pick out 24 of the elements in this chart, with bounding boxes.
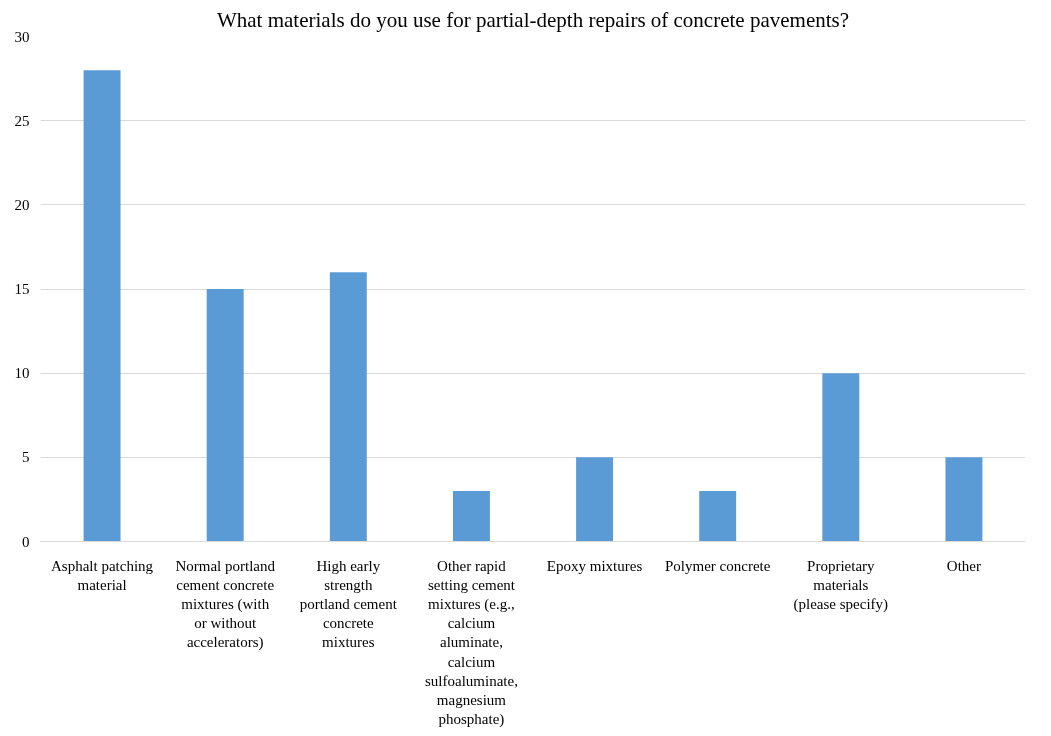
bar xyxy=(945,457,983,542)
bar xyxy=(329,272,367,542)
y-tick-label: 10 xyxy=(14,365,30,382)
x-tick-label: Asphalt patching material xyxy=(51,557,154,593)
x-tick-label: Polymer concrete xyxy=(665,557,771,574)
bar xyxy=(699,491,737,542)
y-tick-label: 0 xyxy=(22,533,30,550)
x-tick-label: Epoxy mixtures xyxy=(546,557,643,574)
bar xyxy=(83,70,121,542)
y-tick-label: 20 xyxy=(14,196,30,213)
x-tick-label: Normal portland cement concrete mixtures (with or without accelerators) xyxy=(175,557,276,652)
x-tick-label: Proprietary materials (please specify) xyxy=(793,557,889,613)
x-tick-label: High early strength portland cement concrete mixtures xyxy=(299,557,398,651)
bar xyxy=(206,289,244,542)
bar xyxy=(576,457,614,542)
chart-title: What materials do you use for partial-depth repairs of concrete pavements? xyxy=(216,7,850,32)
y-tick-label: 5 xyxy=(22,449,30,466)
y-tick-label: 30 xyxy=(14,28,30,45)
bar xyxy=(452,491,490,542)
y-tick-label: 15 xyxy=(14,281,30,297)
y-tick-label: 25 xyxy=(14,112,30,129)
category-label: Other rapid setting cement mixtures (e.g., calcium aluminate, calcium sulfoaluminate, magnesium phosphate) xyxy=(424,557,518,728)
x-tick-label: Other xyxy=(946,557,982,574)
bar xyxy=(822,373,860,542)
